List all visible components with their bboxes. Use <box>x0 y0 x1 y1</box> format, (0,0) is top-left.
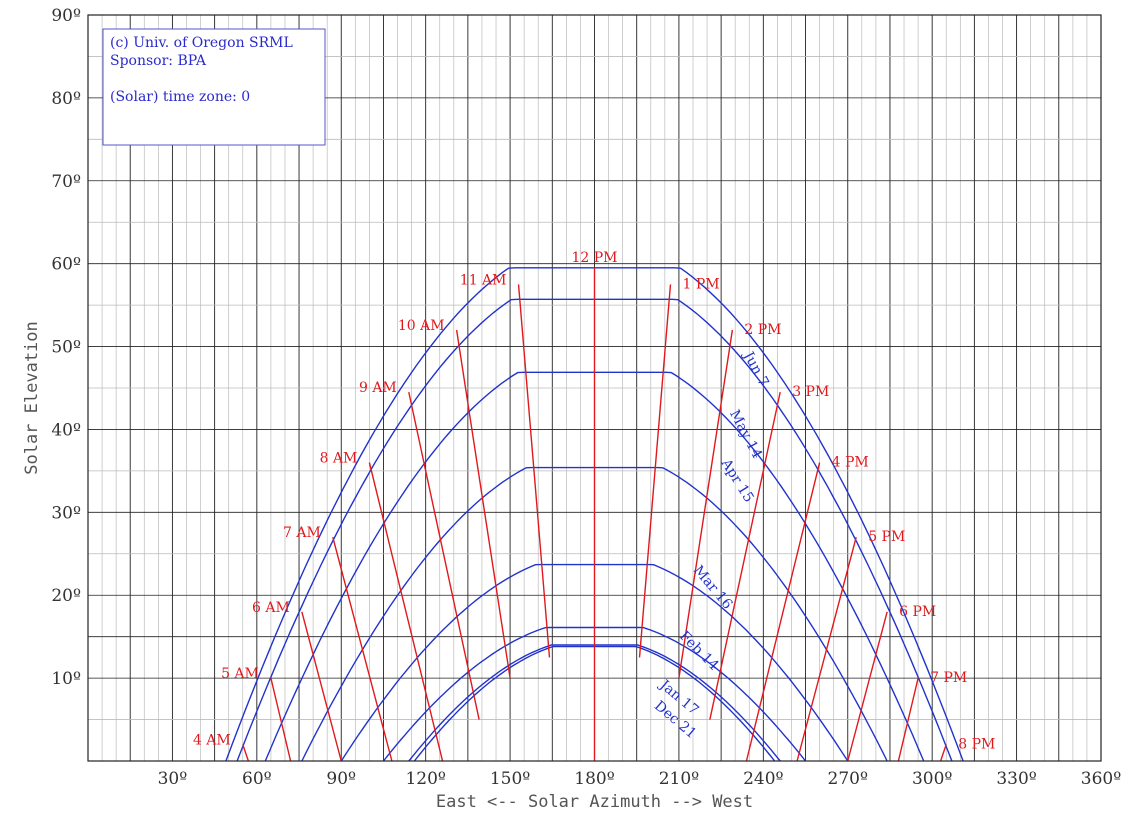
hour-line <box>796 537 857 762</box>
date-label: May 14 <box>726 407 765 461</box>
y-tick-label: 70º <box>51 172 81 192</box>
hour-line <box>368 462 444 762</box>
hour-label: 9 AM <box>359 380 397 396</box>
hour-label: 5 PM <box>868 529 905 545</box>
hour-line <box>242 744 250 762</box>
hour-label: 3 PM <box>792 384 829 400</box>
hour-line <box>745 462 821 762</box>
x-tick-label: 210º <box>659 769 699 789</box>
plot-border <box>87 14 1102 762</box>
hour-label: 11 AM <box>460 272 507 288</box>
hour-line <box>897 677 919 762</box>
info-box-frame <box>102 28 326 146</box>
hour-label: 8 AM <box>320 451 358 467</box>
hour-lines <box>242 267 947 762</box>
hour-line <box>332 537 393 762</box>
x-tick-label: 270º <box>828 769 868 789</box>
y-tick-label: 50º <box>51 338 81 358</box>
info-sponsor: Sponsor: BPA <box>110 53 207 69</box>
x-tick-label: 330º <box>996 769 1036 789</box>
y-tick-label: 20º <box>51 586 81 606</box>
info-box: (c) Univ. of Oregon SRML Sponsor: BPA (S… <box>102 28 326 146</box>
hour-label: 6 AM <box>252 600 290 616</box>
x-axis-title: East <-- Solar Azimuth --> West <box>436 792 753 812</box>
x-tick-label: 180º <box>574 769 614 789</box>
hour-line <box>270 677 292 762</box>
x-tick-label: 90º <box>326 769 356 789</box>
y-tick-label: 30º <box>51 503 81 523</box>
hour-label: 1 PM <box>682 276 719 292</box>
y-tick-label: 10º <box>51 669 81 689</box>
hour-line <box>847 611 888 762</box>
y-tick-label: 60º <box>51 255 81 275</box>
hour-line <box>455 329 511 679</box>
x-tick-label: 60º <box>242 769 272 789</box>
date-curve <box>225 267 964 762</box>
y-tick-label: 90º <box>51 6 81 26</box>
hour-line <box>709 391 781 720</box>
hour-label: 6 PM <box>899 604 936 620</box>
hour-label: 12 PM <box>571 250 617 266</box>
x-tick-label: 30º <box>158 769 188 789</box>
hour-label: 5 AM <box>221 666 259 682</box>
hour-line <box>408 391 480 720</box>
hour-line <box>638 284 672 658</box>
date-label: Jun 7 <box>739 347 771 389</box>
info-copyright: (c) Univ. of Oregon SRML <box>110 35 293 51</box>
y-tick-label: 80º <box>51 89 81 109</box>
hour-line <box>301 611 342 762</box>
hour-label: 4 PM <box>832 455 869 471</box>
hour-label: 8 PM <box>958 736 995 752</box>
hour-label: 10 AM <box>398 318 445 334</box>
x-tick-label: 240º <box>743 769 783 789</box>
hour-line <box>517 284 551 658</box>
y-tick-label: 40º <box>51 420 81 440</box>
x-tick-label: 360º <box>1081 769 1121 789</box>
info-timezone: (Solar) time zone: 0 <box>110 89 250 105</box>
y-axis-title: Solar Elevation <box>22 321 42 475</box>
hour-label: 7 PM <box>930 670 967 686</box>
hour-line <box>678 329 734 679</box>
hour-label: 2 PM <box>744 322 781 338</box>
x-tick-label: 300º <box>912 769 952 789</box>
hour-label: 4 AM <box>193 732 231 748</box>
x-tick-label: 120º <box>405 769 445 789</box>
x-tick-label: 150º <box>490 769 530 789</box>
hour-label: 7 AM <box>283 525 321 541</box>
date-label: Apr 15 <box>717 455 757 505</box>
hour-line <box>939 744 947 762</box>
